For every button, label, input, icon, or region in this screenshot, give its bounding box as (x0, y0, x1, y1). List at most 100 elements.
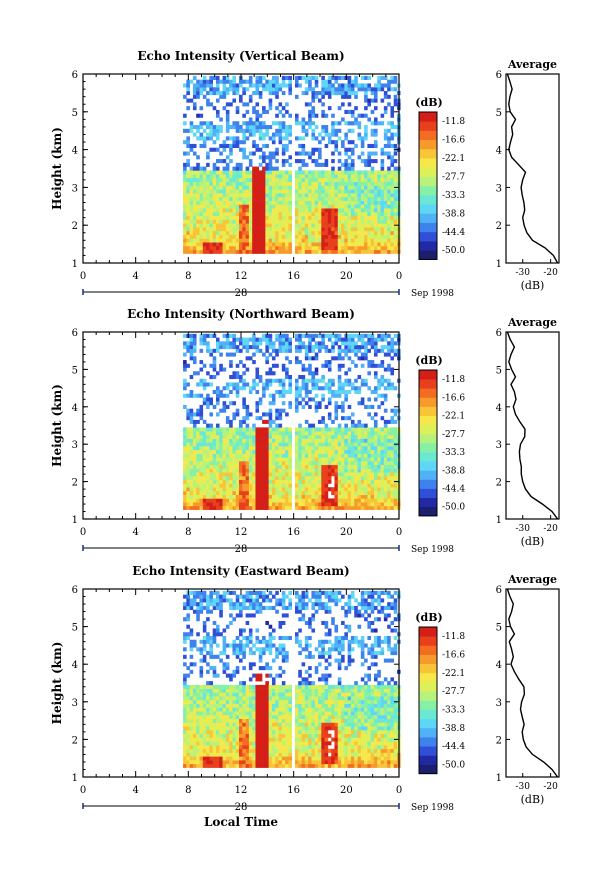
heatmap-cell (285, 337, 289, 342)
heatmap-cell (202, 628, 207, 633)
heatmap-cell (275, 249, 279, 254)
heatmap-cell (324, 461, 329, 466)
heatmap-cell (202, 756, 207, 761)
heatmap-cell (288, 498, 292, 503)
heatmap-cell (278, 102, 283, 107)
heatmap-cell (324, 128, 329, 133)
heatmap-cell (314, 159, 319, 164)
heatmap-cell (235, 143, 240, 149)
heatmap-cell (199, 242, 204, 247)
heatmap-cell (262, 125, 266, 130)
heatmap-cell (183, 605, 187, 610)
heatmap-cell (202, 464, 207, 469)
heatmap-cell (318, 215, 322, 220)
heatmap-cell (239, 185, 243, 190)
heatmap-cell (347, 382, 352, 387)
heatmap-cell (383, 505, 388, 510)
heatmap-cell (192, 756, 197, 761)
colorbar-swatch (419, 406, 437, 416)
heatmap-cell (232, 412, 237, 417)
heatmap-cell (278, 337, 283, 342)
heatmap-cell (275, 234, 279, 239)
heatmap-cell (314, 494, 319, 499)
heatmap-cell (301, 159, 306, 164)
heatmap-cell (377, 464, 381, 469)
heatmap-cell (373, 117, 378, 122)
heatmap-cell (219, 472, 223, 477)
heatmap-cell (327, 389, 332, 395)
heatmap-cell (189, 707, 194, 712)
x-tick-label: 0 (396, 271, 402, 282)
heatmap-cell (357, 461, 362, 466)
heatmap-cell (301, 498, 306, 503)
heatmap-cell (235, 109, 240, 114)
heatmap-cell (199, 598, 204, 603)
heatmap-cell (206, 763, 210, 768)
heatmap-cell (258, 125, 263, 130)
heatmap-cell (262, 242, 266, 247)
heatmap-cell (186, 170, 190, 175)
heatmap-cell (308, 337, 312, 342)
heatmap-cell (183, 505, 187, 510)
heatmap-cell (304, 352, 309, 357)
heatmap-cell (350, 219, 355, 224)
heatmap-cell (209, 333, 213, 338)
heatmap-cell (255, 464, 260, 469)
heatmap-cell (258, 94, 263, 99)
heatmap-cell (229, 223, 233, 228)
heatmap-cell (301, 397, 306, 402)
heatmap-cell (327, 106, 332, 111)
heatmap-cell (183, 208, 187, 213)
heatmap-cell (183, 193, 187, 198)
heatmap-cell (334, 128, 339, 133)
heatmap-cell (360, 442, 365, 447)
heatmap-cell (206, 177, 210, 183)
heatmap-cell (373, 211, 378, 217)
heatmap-cell (294, 83, 299, 88)
heatmap-cell (242, 472, 246, 477)
heatmap-cell (324, 193, 329, 198)
heatmap-cell (196, 722, 200, 727)
heatmap-cell (337, 185, 342, 190)
heatmap-cell (373, 234, 378, 239)
heatmap-cell (387, 234, 391, 239)
heatmap-cell (337, 378, 342, 383)
heatmap-cell (318, 238, 322, 243)
heatmap-cell (265, 453, 269, 458)
heatmap-cell (324, 360, 329, 365)
heatmap-cell (235, 490, 240, 495)
heatmap-cell (192, 177, 197, 183)
heatmap-cell (387, 494, 391, 499)
heatmap-cell (294, 397, 299, 402)
heatmap-cell (337, 91, 342, 96)
heatmap-cell (324, 434, 329, 439)
heatmap-cell (206, 132, 210, 137)
heatmap-cell (294, 356, 299, 361)
heatmap-cell (341, 434, 345, 439)
heatmap-cell (344, 337, 348, 342)
heatmap-cell (278, 230, 283, 235)
heatmap-cell (350, 457, 355, 462)
heatmap-cell (393, 189, 398, 194)
heatmap-cell (354, 219, 358, 224)
heatmap-cell (245, 404, 250, 409)
heatmap-cell (262, 143, 266, 149)
heatmap-cell (268, 461, 273, 466)
heatmap-cell (262, 487, 266, 492)
heatmap-cell (294, 404, 299, 409)
heatmap-cell (239, 457, 243, 462)
heatmap-cell (215, 177, 220, 183)
heatmap-cell (212, 87, 217, 92)
heatmap-cell (222, 140, 227, 145)
heatmap-cell (347, 367, 352, 372)
heatmap-cell (344, 348, 348, 353)
heatmap-cell (183, 181, 187, 186)
heatmap-cell (298, 245, 302, 251)
heatmap-cell (393, 159, 398, 164)
heatmap-cell (294, 386, 299, 391)
heatmap-cell (350, 204, 355, 209)
heatmap-cell (186, 136, 190, 141)
heatmap-cell (222, 196, 227, 201)
heatmap-cell (318, 505, 322, 510)
heatmap-cell (344, 468, 348, 473)
